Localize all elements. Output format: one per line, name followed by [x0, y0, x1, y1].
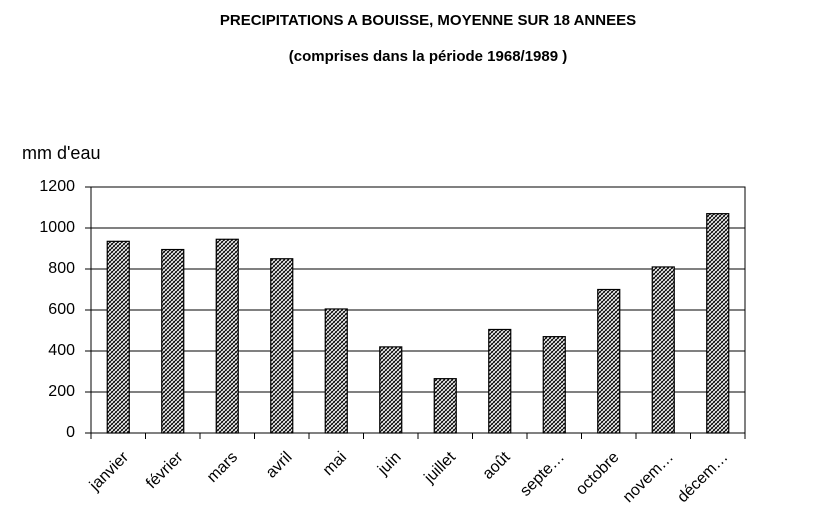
bar — [651, 266, 675, 434]
bar — [215, 238, 239, 434]
y-tick-label: 0 — [66, 424, 75, 441]
y-tick-label: 200 — [48, 383, 75, 400]
x-tick-label: novem… — [620, 449, 677, 506]
bar — [706, 213, 730, 434]
y-tick-label: 400 — [48, 342, 75, 359]
y-tick-label: 1200 — [39, 178, 75, 195]
y-axis-label: mm d'eau — [22, 143, 100, 163]
x-tick-label: janvier — [86, 448, 133, 495]
bar — [379, 346, 403, 434]
chart-subtitle: (comprises dans la période 1968/1989 ) — [289, 48, 567, 65]
x-tick-label: septe… — [517, 449, 568, 500]
x-tick-label: août — [480, 448, 514, 482]
x-tick-label: juin — [374, 449, 404, 479]
bar — [106, 240, 130, 434]
y-tick-label: 600 — [48, 301, 75, 318]
x-tick-label: février — [143, 448, 187, 492]
bar — [597, 288, 621, 434]
x-tick-label: octobre — [573, 449, 623, 499]
bar — [488, 328, 512, 434]
bar — [542, 336, 566, 434]
bar — [270, 258, 294, 434]
bar — [433, 378, 457, 434]
y-tick-label: 1000 — [39, 219, 75, 236]
x-tick-label: mai — [320, 449, 350, 479]
y-tick-label: 800 — [48, 260, 75, 277]
x-tick-label: décem… — [674, 449, 731, 506]
x-tick-label: juillet — [421, 448, 460, 487]
x-tick-label: mars — [204, 449, 241, 486]
bar — [161, 248, 185, 434]
bar — [324, 308, 348, 434]
chart-title: PRECIPITATIONS A BOUISSE, MOYENNE SUR 18… — [220, 12, 636, 29]
x-tick-label: avril — [263, 449, 296, 482]
